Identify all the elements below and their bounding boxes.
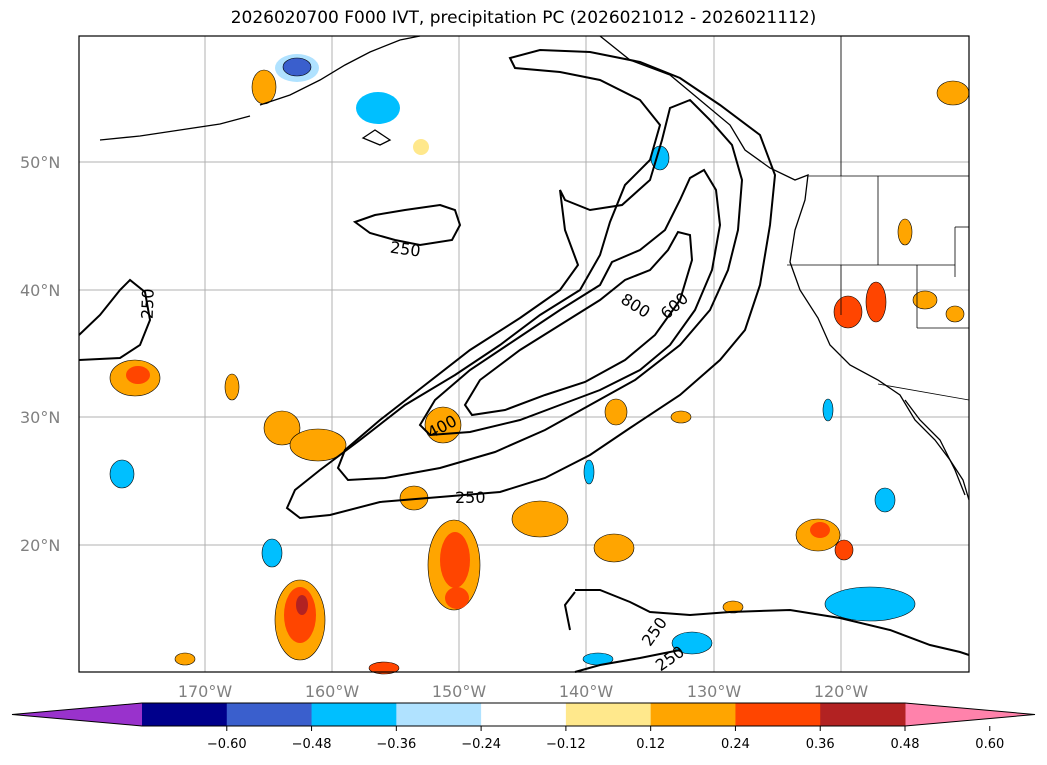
- colorbar-extend-low: [12, 703, 142, 726]
- precip-blob: [284, 587, 316, 643]
- colorbar-outline: [11, 702, 1036, 727]
- precip-blob: [296, 595, 308, 615]
- precip-blob: [722, 600, 744, 614]
- precip-blob: [224, 373, 240, 401]
- colorbar-bin: [820, 703, 906, 726]
- colorbar-bin: [226, 703, 313, 726]
- precip-blob: [874, 487, 896, 513]
- precip-blob: [263, 410, 301, 446]
- contour-250-west: [78, 278, 152, 361]
- colorbar-tick-label: −0.12: [546, 737, 586, 752]
- lat-tick-label: 30°N: [20, 408, 60, 427]
- west-coast: [599, 35, 970, 501]
- aleutian-islands: [99, 115, 251, 141]
- ivt-contours: [78, 48, 970, 673]
- lon-tick-label: 120°W: [814, 682, 869, 701]
- precip-fill: [109, 54, 970, 675]
- colorbar-bin: [396, 703, 482, 726]
- lat-tick-labels: 50°N 40°N 30°N 20°N: [20, 153, 60, 555]
- lat-tick-label: 40°N: [20, 281, 60, 300]
- precip-blob: [912, 290, 938, 310]
- precip-blob: [174, 652, 196, 666]
- lon-tick-label: 140°W: [559, 682, 614, 701]
- coastlines: [99, 35, 970, 501]
- precip-blob: [356, 92, 400, 124]
- colorbar-tick-label: 0.36: [806, 737, 835, 752]
- contour-250: [285, 48, 777, 520]
- lat-tick-label: 20°N: [20, 536, 60, 555]
- precip-blob: [440, 532, 470, 588]
- precip-blob: [945, 305, 965, 323]
- lat-tick-label: 50°N: [20, 153, 60, 172]
- precip-blob: [109, 459, 135, 489]
- map-title: 2026020700 F000 IVT, precipitation PC (2…: [230, 8, 817, 28]
- contour-400: [336, 98, 744, 482]
- us-mexico-border: [877, 383, 970, 401]
- precip-blob: [824, 586, 916, 622]
- contour-250-south: [575, 589, 970, 656]
- precip-blob: [413, 139, 429, 155]
- colorbar-extend-high: [905, 703, 1035, 726]
- lon-tick-label: 170°W: [178, 682, 233, 701]
- precip-blob: [593, 533, 635, 563]
- colorbar-tick-label: 0.12: [636, 737, 665, 752]
- precip-blob: [282, 57, 312, 77]
- colorbar-tick-label: −0.48: [292, 737, 332, 752]
- precip-blob: [834, 539, 854, 561]
- contour-250-south-edge: [563, 591, 576, 631]
- precip-blob: [865, 281, 887, 323]
- precip-blob: [604, 398, 628, 426]
- contour-label: 250: [138, 288, 158, 319]
- lon-tick-labels: 170°W 160°W 150°W 140°W 130°W 120°W: [178, 682, 869, 701]
- precip-blob: [822, 398, 834, 422]
- colorbar-bin: [311, 703, 397, 726]
- precip-blob: [126, 366, 150, 384]
- precip-blob: [833, 295, 863, 329]
- colorbar-tick-label: 0.24: [721, 737, 750, 752]
- lon-tick-label: 160°W: [305, 682, 360, 701]
- contour-800: [463, 230, 694, 417]
- colorbar-bin: [650, 703, 736, 726]
- colorbar: −0.60 −0.48 −0.36 −0.24 −0.12 0.12 0.24 0.36 0.4…: [11, 702, 1036, 752]
- precip-blob: [289, 428, 347, 462]
- island: [361, 129, 392, 146]
- borders: [787, 36, 970, 401]
- colorbar-tick-label: 0.48: [891, 737, 920, 752]
- precip-blob: [368, 661, 400, 675]
- colorbar-bin: [142, 703, 228, 726]
- colorbar-tick-label: −0.24: [461, 737, 501, 752]
- colorbar-tick-label: −0.36: [376, 737, 416, 752]
- colorbar-bin: [565, 703, 652, 726]
- precip-blob: [670, 410, 692, 424]
- precip-blob: [511, 500, 569, 538]
- colorbar-bin: [735, 703, 821, 726]
- lon-tick-label: 150°W: [432, 682, 487, 701]
- precip-blob: [251, 69, 277, 105]
- precip-blob: [445, 587, 469, 609]
- contour-600: [418, 168, 722, 437]
- baja-coast: [904, 399, 966, 496]
- precip-blob: [261, 538, 283, 568]
- contour-250-south-2: [574, 649, 681, 673]
- map-background: [79, 36, 969, 672]
- lon-tick-label: 130°W: [687, 682, 742, 701]
- precip-blob: [936, 80, 970, 106]
- precip-blob: [583, 459, 595, 485]
- contour-250-north: [352, 203, 462, 247]
- map-frame: [78, 35, 970, 673]
- colorbar-tick-label: −0.60: [207, 737, 247, 752]
- colorbar-tick-label: 0.60: [975, 737, 1004, 752]
- contour-label-group: 250 250 400 600 800 250 250 250: [138, 238, 692, 675]
- contour-label: 250: [389, 238, 422, 261]
- contour-label: 250: [455, 488, 486, 507]
- colorbar-bin: [481, 703, 567, 726]
- precip-blob: [897, 218, 913, 246]
- precip-blob: [810, 522, 830, 538]
- precip-blob: [671, 631, 713, 655]
- alaska-peninsula: [259, 35, 421, 106]
